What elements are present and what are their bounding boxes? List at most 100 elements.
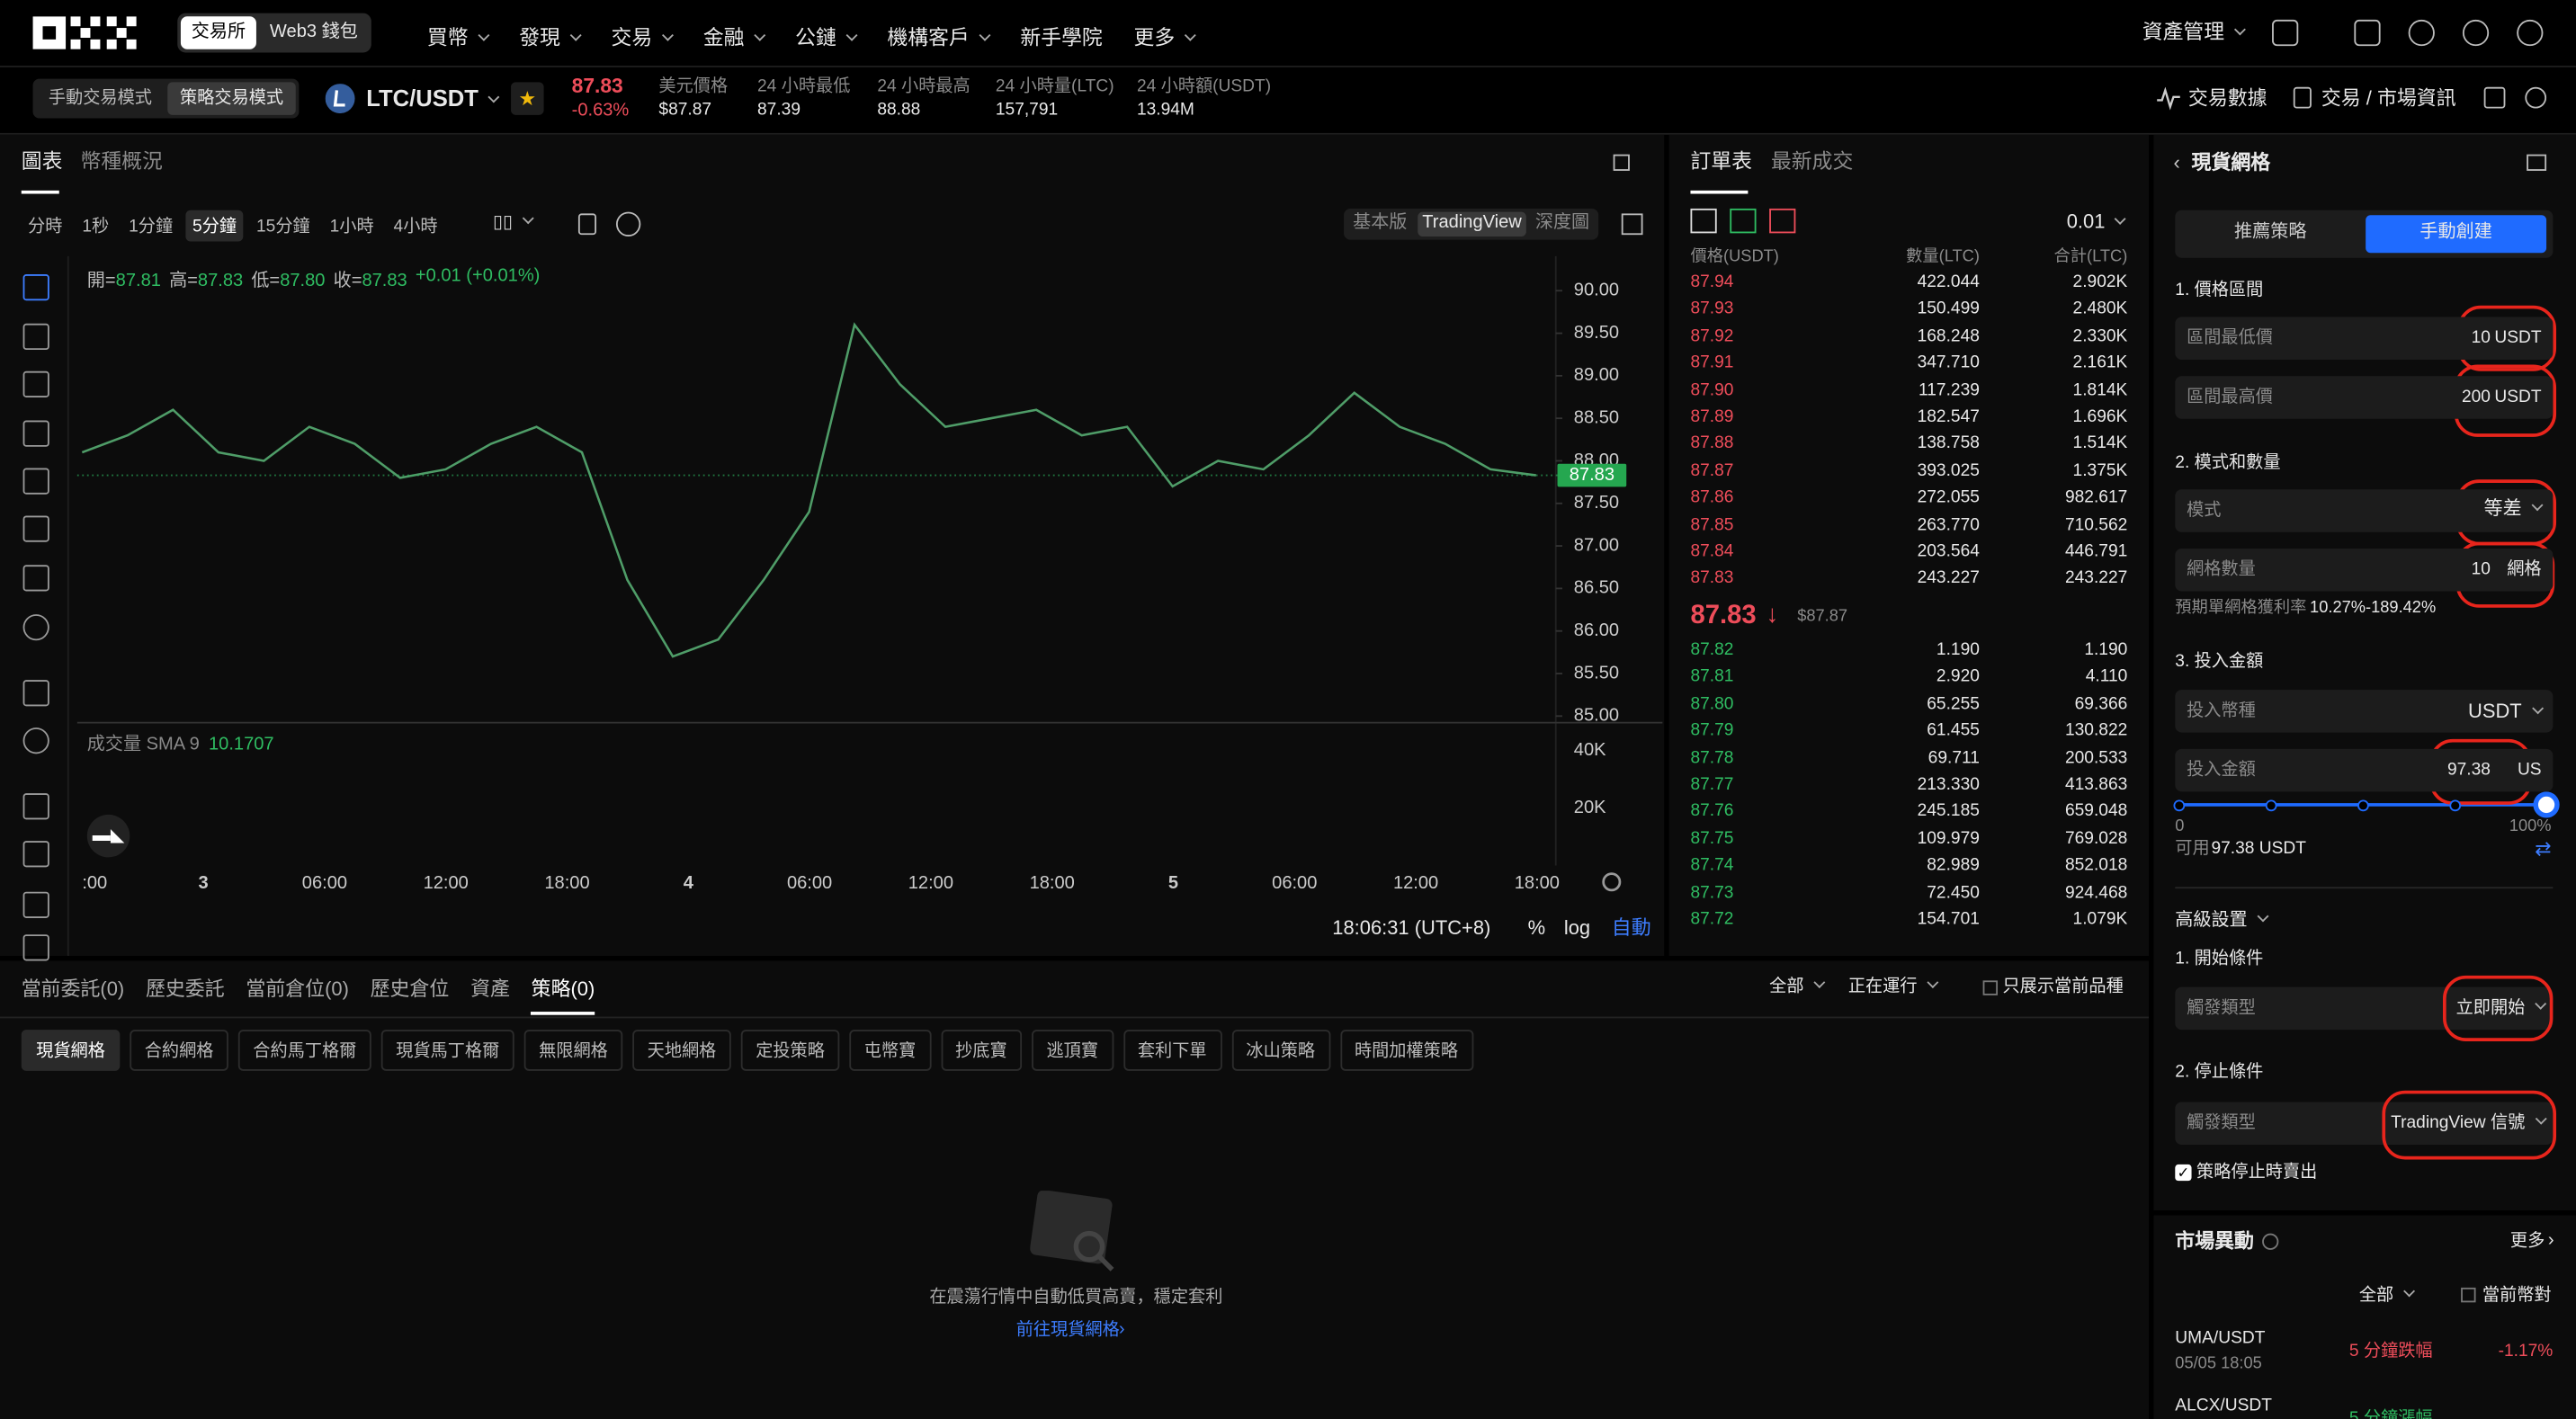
orders-filter[interactable]: 正在運行 [1848,977,1937,997]
market-filter[interactable]: 全部 [2359,1286,2413,1307]
pair-selector[interactable]: LTC/USDT [366,85,497,112]
orders-tab[interactable]: 當前倉位(0) [246,977,349,1001]
tool-icon[interactable] [22,565,49,592]
menu-item[interactable]: 公鏈 [795,20,856,51]
empty-link[interactable]: 前往現貨網格 [1015,1319,1120,1340]
orders-filter[interactable]: 全部 [1769,977,1823,997]
menu-item[interactable]: 更多 [1133,20,1194,51]
strategy-chip[interactable]: 天地網格 [632,1030,731,1071]
scale-option[interactable]: % [1527,915,1546,940]
nav-icon[interactable] [2408,19,2435,47]
tool-icon[interactable] [22,727,49,754]
view-tab[interactable]: TradingView [1422,212,1522,233]
tool-icon[interactable] [22,274,49,301]
web3-tab[interactable]: Web3 錢包 [269,22,358,42]
tool-icon[interactable] [22,370,49,397]
more-link[interactable]: 更多 [2509,1231,2545,1252]
orderbook-tab[interactable]: 訂單表 [1690,150,1752,174]
menu-item[interactable]: 買幣 [427,20,488,51]
input-field[interactable] [2175,376,2554,419]
tool-icon[interactable] [22,515,49,542]
tool-icon[interactable] [22,420,49,447]
scale-option[interactable]: log [1563,915,1591,940]
back[interactable]: ‹ [2173,150,2180,174]
tool-icon[interactable] [22,934,49,961]
view-tab[interactable]: 基本版 [1353,212,1408,233]
nav-icon[interactable] [2462,19,2490,47]
interval[interactable]: 1秒 [82,217,110,237]
orderbook-tab[interactable]: 最新成交 [1770,150,1854,174]
input-field[interactable] [2175,317,2554,360]
chart-tab[interactable]: 幣種概況 [80,150,163,174]
menu-item[interactable]: 機構客戶 [887,20,988,51]
view-both[interactable] [1690,208,1717,234]
strategy-chip[interactable]: 現貨網格 [21,1030,121,1071]
orders-tab[interactable]: 資產 [470,977,510,1001]
menu-item[interactable]: 發現 [519,20,580,51]
book-icon[interactable] [2527,154,2547,171]
checkbox[interactable] [1982,980,1999,995]
nav-icon[interactable] [2517,19,2544,47]
favorite-star[interactable]: ★ [511,82,544,115]
strategy-chip[interactable]: 屯幣寶 [849,1030,931,1071]
exchange-active[interactable] [180,16,256,49]
tool-icon[interactable] [22,680,49,707]
interval[interactable]: 5分鐘 [185,210,244,242]
input-field[interactable] [2175,549,2554,592]
strategy-chip[interactable]: 逃頂寶 [1032,1030,1114,1071]
field-value[interactable]: 等差 [2484,499,2542,522]
interval[interactable]: 1小時 [329,217,374,237]
strategy-chip[interactable]: 套利下單 [1123,1030,1222,1071]
grid-icon[interactable] [1613,154,1630,171]
strategy-chip[interactable]: 無限網格 [523,1030,623,1071]
interval[interactable]: 15分鐘 [255,217,310,237]
interval[interactable]: 1分鐘 [129,217,174,237]
mode-tab[interactable]: 手動交易模式 [48,88,152,109]
bot-tab[interactable]: 手動創建 [2419,222,2492,243]
tool-icon[interactable] [22,841,49,868]
orders-tab[interactable]: 當前委託(0) [21,977,125,1001]
advanced-title[interactable]: 高級設置 [2175,911,2267,933]
slider-thumb[interactable] [2533,791,2560,818]
tool-icon[interactable] [22,468,49,495]
tool-icon[interactable] [22,323,49,351]
interval[interactable]: 分時 [28,217,63,237]
bot-tab[interactable]: 推薦策略 [2234,222,2307,243]
nav-icon[interactable] [2354,19,2381,47]
logo[interactable] [32,16,142,49]
precision[interactable]: 0.01 [2067,210,2125,233]
checkbox[interactable] [2461,1287,2476,1303]
field-value[interactable]: 立即開始 [2456,998,2545,1019]
trading-data-link[interactable]: 交易數據 [2187,86,2267,111]
orders-tab[interactable]: 歷史倉位 [370,977,450,1001]
nav-icon[interactable] [2272,19,2299,47]
layout-icon[interactable] [2483,86,2506,109]
input-field[interactable] [2175,748,2554,792]
tool-icon[interactable] [22,891,49,918]
tool-icon[interactable] [22,614,49,641]
assets-menu[interactable]: 資產管理 [2142,21,2244,45]
strategy-chip[interactable]: 合約網格 [130,1030,228,1071]
strategy-chip[interactable]: 時間加權策略 [1339,1030,1473,1071]
orders-tab[interactable]: 策略(0) [531,974,595,1015]
view-bids[interactable] [1730,208,1757,234]
transfer[interactable]: ⇄ [2535,837,2552,861]
indicator-icon[interactable] [577,213,597,236]
info-icon[interactable] [2262,1233,2279,1250]
menu-item[interactable]: 新手學院 [1020,26,1103,49]
chart-settings-icon[interactable] [615,211,641,237]
field-value[interactable]: USDT [2468,700,2542,723]
market-info-link[interactable]: 交易 / 市場資訊 [2321,86,2456,111]
view-tab[interactable]: 深度圖 [1534,212,1590,233]
settings-icon[interactable] [2525,86,2547,109]
checkbox[interactable]: ✓ [2175,1164,2192,1182]
scale-option[interactable]: 自動 [1611,915,1651,940]
mode-tab[interactable]: 策略交易模式 [180,88,284,109]
menu-item[interactable]: 交易 [612,20,673,51]
strategy-chip[interactable]: 合約馬丁格爾 [237,1030,371,1071]
strategy-chip[interactable]: 冰山策略 [1230,1030,1330,1071]
fullscreen-icon[interactable] [1621,213,1643,236]
interval[interactable]: 4小時 [393,217,438,237]
orders-tab[interactable]: 歷史委託 [145,977,225,1001]
chart-tab[interactable]: 圖表 [21,150,63,174]
